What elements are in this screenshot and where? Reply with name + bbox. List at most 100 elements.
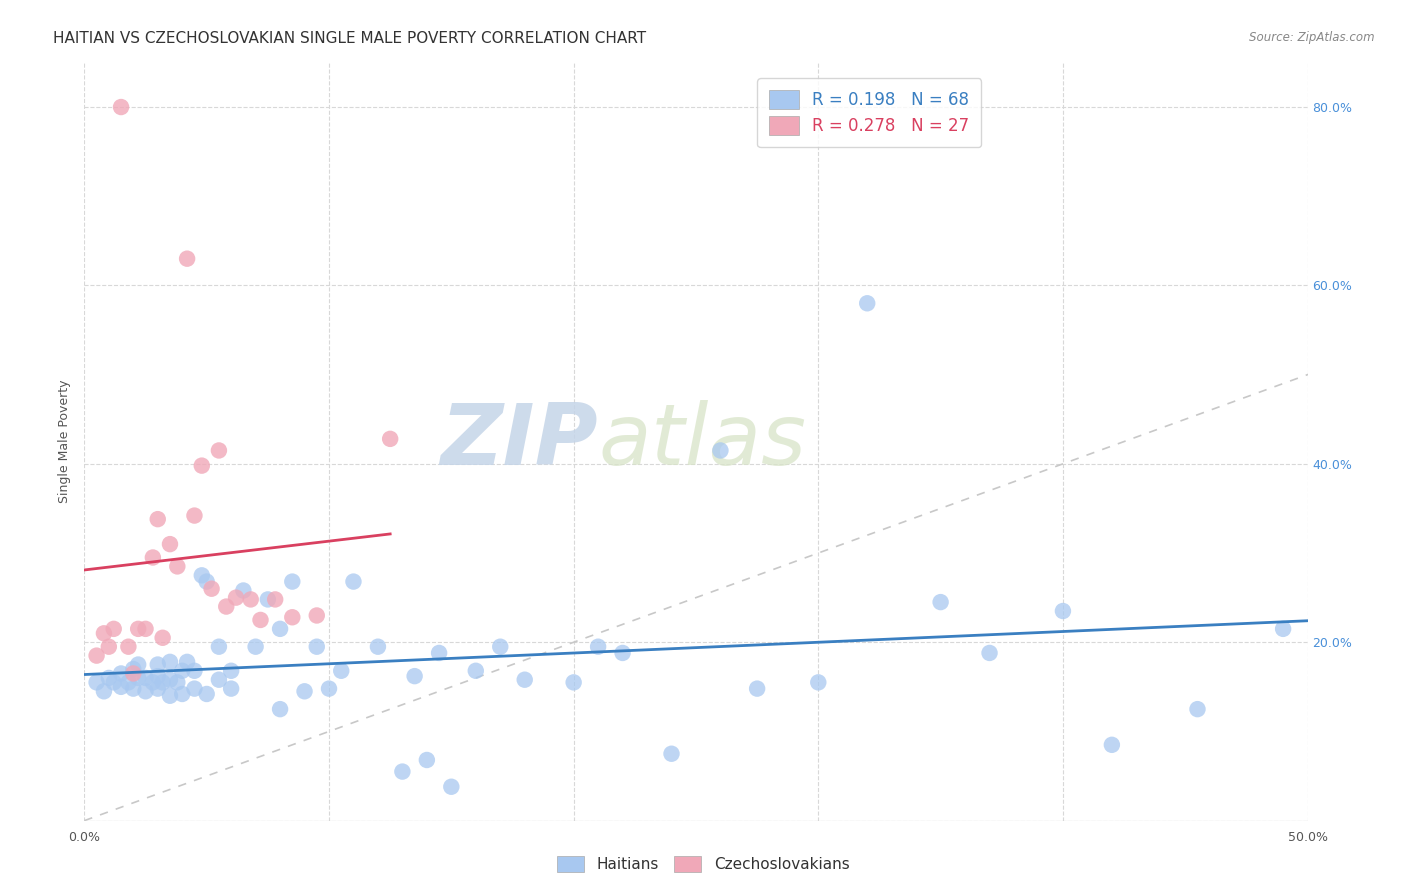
Point [183,664,205,678]
Point [1272,622,1295,636]
Point [305,640,328,654]
Point [117,675,139,690]
Point [215,599,238,614]
Point [391,764,413,779]
Point [427,646,450,660]
Point [127,657,149,672]
Point [1101,738,1123,752]
Point [929,595,952,609]
Point [103,622,125,636]
Point [612,646,634,660]
Point [93,684,115,698]
Point [127,671,149,685]
Point [269,622,291,636]
Text: HAITIAN VS CZECHOSLOVAKIAN SINGLE MALE POVERTY CORRELATION CHART: HAITIAN VS CZECHOSLOVAKIAN SINGLE MALE P… [53,31,647,46]
Point [219,681,242,696]
Point [176,252,198,266]
Point [562,675,585,690]
Point [208,673,231,687]
Point [709,443,731,458]
Point [1052,604,1074,618]
Point [257,592,280,607]
Point [342,574,364,589]
Point [404,669,426,683]
Point [93,626,115,640]
Point [208,640,231,654]
Point [97,640,120,654]
Point [232,583,254,598]
Point [807,675,830,690]
Point [127,622,149,636]
Point [86,675,108,690]
Point [239,592,262,607]
Point [172,687,194,701]
Point [979,646,1001,660]
Point [464,664,486,678]
Point [367,640,389,654]
Point [159,689,181,703]
Point [146,657,169,672]
Point [305,608,328,623]
Point [191,568,214,582]
Point [97,671,120,685]
Point [142,675,165,690]
Point [159,537,181,551]
Point [166,675,188,690]
Point [135,622,157,636]
Text: Source: ZipAtlas.com: Source: ZipAtlas.com [1250,31,1375,45]
Point [225,591,247,605]
Point [1187,702,1209,716]
Point [747,681,769,696]
Point [159,655,181,669]
Point [318,681,340,696]
Point [269,702,291,716]
Point [294,684,316,698]
Point [219,664,242,678]
Point [264,592,287,607]
Text: ZIP: ZIP [440,400,598,483]
Point [122,681,145,696]
Point [661,747,683,761]
Point [159,673,181,687]
Point [110,666,132,681]
Point [330,664,353,678]
Point [208,443,231,458]
Point [856,296,879,310]
Point [245,640,267,654]
Point [122,662,145,676]
Point [103,675,125,690]
Point [172,664,194,678]
Point [281,610,304,624]
Point [142,550,165,565]
Point [146,512,169,526]
Point [249,613,271,627]
Point [110,100,132,114]
Point [117,640,139,654]
Point [152,631,174,645]
Point [416,753,439,767]
Point [86,648,108,663]
Point [191,458,214,473]
Legend: R = 0.198   N = 68, R = 0.278   N = 27: R = 0.198 N = 68, R = 0.278 N = 27 [758,78,981,147]
Point [183,508,205,523]
Point [146,681,169,696]
Point [440,780,463,794]
Point [122,666,145,681]
Point [380,432,402,446]
Point [110,680,132,694]
Point [195,574,218,589]
Point [200,582,222,596]
Point [513,673,536,687]
Point [281,574,304,589]
Point [146,669,169,683]
Point [195,687,218,701]
Point [183,681,205,696]
Point [176,655,198,669]
Point [489,640,512,654]
Point [152,675,174,690]
Point [586,640,609,654]
Y-axis label: Single Male Poverty: Single Male Poverty [58,380,72,503]
Point [135,684,157,698]
Text: atlas: atlas [598,400,806,483]
Point [166,559,188,574]
